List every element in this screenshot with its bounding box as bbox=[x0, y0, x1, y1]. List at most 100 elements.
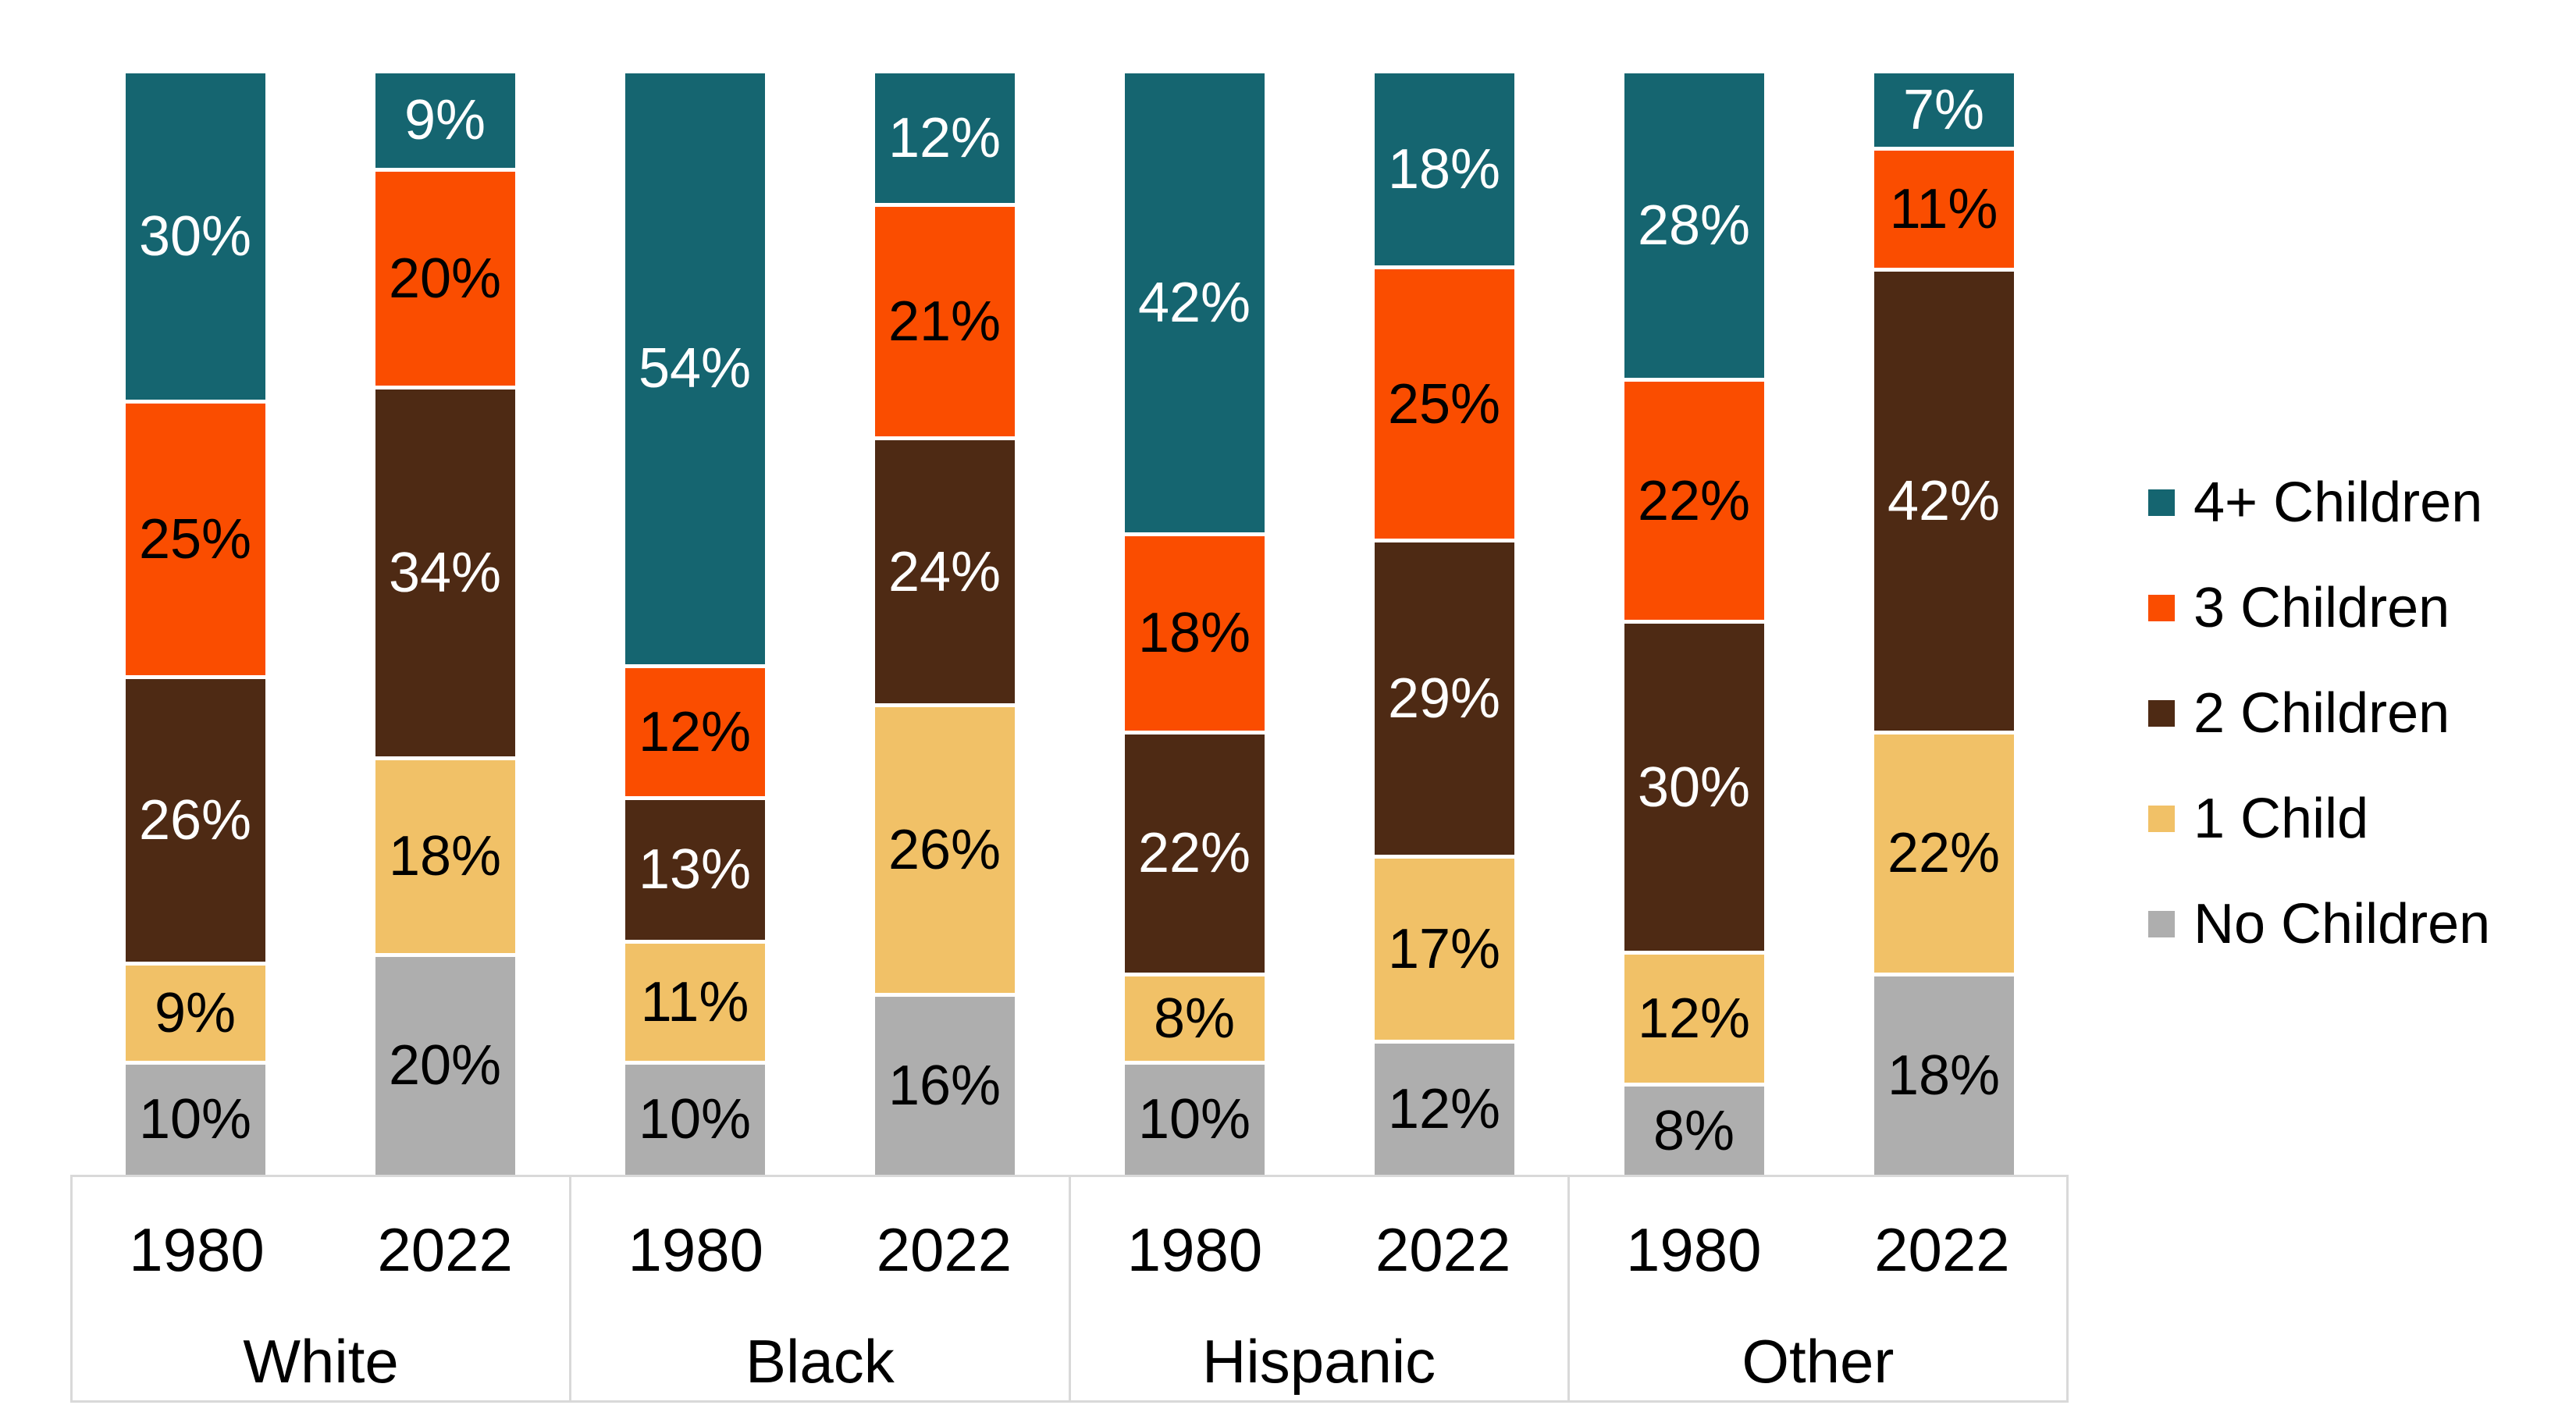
bar-segment-2-children: 29% bbox=[1374, 542, 1514, 859]
segment-label: 12% bbox=[1387, 1078, 1501, 1141]
bar-segment-3-children: 18% bbox=[1124, 535, 1265, 735]
segment-label: 22% bbox=[1887, 822, 2001, 885]
segment-label: 13% bbox=[638, 838, 752, 902]
segment-label: 18% bbox=[1887, 1044, 2001, 1107]
year-row: 1980 2022 bbox=[1570, 1177, 2066, 1322]
year-label: 2022 bbox=[876, 1215, 1012, 1284]
segment-label: 30% bbox=[138, 205, 252, 269]
stacked-bar-white-2022: 9% 20% 34% 18% 20% bbox=[375, 73, 515, 1175]
stacked-bar-hispanic-1980: 42% 18% 22% 8% 10% bbox=[1124, 73, 1265, 1175]
year-label: 1980 bbox=[1626, 1215, 1762, 1284]
bar-slot: 9% 20% 34% 18% 20% bbox=[320, 73, 570, 1175]
legend-item-no-children: No Children bbox=[2148, 888, 2490, 960]
bar-segment-1-child: 9% bbox=[125, 965, 265, 1065]
bar-segment-2-children: 42% bbox=[1873, 271, 2014, 735]
bar-segment-4-children: 12% bbox=[874, 73, 1015, 208]
segment-label: 22% bbox=[1137, 822, 1251, 885]
bar-slot: 30% 25% 26% 9% 10% bbox=[70, 73, 320, 1175]
segment-label: 16% bbox=[888, 1054, 1002, 1117]
bar-slot: 18% 25% 29% 17% 12% bbox=[1319, 73, 1569, 1175]
segment-label: 34% bbox=[388, 542, 502, 605]
segment-label: 30% bbox=[1637, 756, 1751, 819]
bar-segment-3-children: 20% bbox=[375, 171, 515, 390]
year-slot: 1980 bbox=[73, 1177, 321, 1322]
bar-group-black: 54% 12% 13% 11% 10% 12% 21% 24% 26% 16% bbox=[570, 73, 1069, 1175]
bar-slot: 7% 11% 42% 22% 18% bbox=[1819, 73, 2069, 1175]
stacked-bar-other-2022: 7% 11% 42% 22% 18% bbox=[1873, 73, 2014, 1175]
bar-segment-4-children: 30% bbox=[125, 73, 265, 404]
segment-label: 18% bbox=[388, 825, 502, 888]
stacked-bar-hispanic-2022: 18% 25% 29% 17% 12% bbox=[1374, 73, 1514, 1175]
segment-label: 11% bbox=[640, 970, 749, 1033]
bars-row: 30% 25% 26% 9% 10% 9% 20% 34% 18% 20% 54% 12% 13% 11%… bbox=[70, 73, 2069, 1175]
stacked-bar-black-1980: 54% 12% 13% 11% 10% bbox=[624, 73, 765, 1175]
legend-swatch-icon bbox=[2148, 806, 2175, 832]
bar-segment-2-children: 34% bbox=[375, 389, 515, 761]
bar-segment-1-child: 12% bbox=[1624, 954, 1764, 1087]
bar-segment-1-child: 26% bbox=[874, 707, 1015, 997]
bar-slot: 54% 12% 13% 11% 10% bbox=[570, 73, 820, 1175]
bar-segment-no-children: 16% bbox=[874, 996, 1015, 1175]
group-label-row: Other bbox=[1570, 1322, 2066, 1400]
segment-label: 24% bbox=[888, 540, 1002, 603]
bar-segment-1-child: 17% bbox=[1374, 858, 1514, 1044]
segment-label: 10% bbox=[638, 1088, 752, 1151]
year-slot: 2022 bbox=[1319, 1177, 1567, 1322]
bar-segment-no-children: 12% bbox=[1374, 1044, 1514, 1175]
bar-segment-no-children: 10% bbox=[1124, 1064, 1265, 1175]
year-label: 2022 bbox=[377, 1215, 513, 1284]
bar-segment-no-children: 10% bbox=[125, 1064, 265, 1175]
segment-label: 22% bbox=[1637, 469, 1751, 532]
year-slot: 1980 bbox=[571, 1177, 820, 1322]
bar-segment-3-children: 25% bbox=[1374, 269, 1514, 542]
year-label: 2022 bbox=[1874, 1215, 2010, 1284]
bar-segment-1-child: 8% bbox=[1124, 976, 1265, 1065]
bar-group-white: 30% 25% 26% 9% 10% 9% 20% 34% 18% 20% bbox=[70, 73, 570, 1175]
group-label: Other bbox=[1742, 1327, 1895, 1396]
legend-swatch-icon bbox=[2148, 595, 2175, 621]
year-row: 1980 2022 bbox=[73, 1177, 569, 1322]
bar-segment-2-children: 26% bbox=[125, 679, 265, 966]
bar-group-other: 28% 22% 30% 12% 8% 7% 11% 42% 22% 18% bbox=[1569, 73, 2069, 1175]
segment-label: 9% bbox=[404, 89, 486, 152]
year-slot: 1980 bbox=[1570, 1177, 1818, 1322]
group-label-row: Black bbox=[571, 1322, 1068, 1400]
stacked-bar-black-2022: 12% 21% 24% 26% 16% bbox=[874, 73, 1015, 1175]
year-label: 1980 bbox=[129, 1215, 265, 1284]
legend-item-2-children: 2 Children bbox=[2148, 678, 2490, 749]
bar-segment-4-children: 7% bbox=[1873, 73, 2014, 151]
segment-label: 26% bbox=[138, 788, 252, 852]
stacked-bar-white-1980: 30% 25% 26% 9% 10% bbox=[125, 73, 265, 1175]
segment-label: 10% bbox=[138, 1088, 252, 1151]
bar-segment-no-children: 8% bbox=[1624, 1087, 1764, 1175]
legend-label: 4+ Children bbox=[2194, 471, 2483, 534]
bar-segment-4-children: 54% bbox=[624, 73, 765, 668]
year-slot: 2022 bbox=[321, 1177, 569, 1322]
bar-segment-no-children: 18% bbox=[1873, 976, 2014, 1175]
bar-segment-2-children: 30% bbox=[1624, 624, 1764, 955]
segment-label: 20% bbox=[388, 1034, 502, 1097]
segment-label: 26% bbox=[888, 819, 1002, 882]
segment-label: 8% bbox=[1153, 987, 1236, 1050]
segment-label: 20% bbox=[388, 247, 502, 310]
segment-label: 11% bbox=[1889, 177, 1998, 240]
bar-segment-1-child: 11% bbox=[624, 943, 765, 1065]
bar-segment-1-child: 22% bbox=[1873, 734, 2014, 976]
segment-label: 25% bbox=[138, 508, 252, 571]
bar-segment-no-children: 20% bbox=[375, 956, 515, 1175]
legend-item-3-children: 3 Children bbox=[2148, 572, 2490, 644]
legend-swatch-icon bbox=[2148, 700, 2175, 727]
group-label: Hispanic bbox=[1202, 1327, 1436, 1396]
bar-slot: 42% 18% 22% 8% 10% bbox=[1069, 73, 1319, 1175]
legend-label: No Children bbox=[2194, 893, 2491, 955]
year-label: 1980 bbox=[1126, 1215, 1263, 1284]
legend-swatch-icon bbox=[2148, 911, 2175, 937]
year-slot: 2022 bbox=[1818, 1177, 2066, 1322]
stacked-bar-other-1980: 28% 22% 30% 12% 8% bbox=[1624, 73, 1764, 1175]
plot-area: 30% 25% 26% 9% 10% 9% 20% 34% 18% 20% 54% 12% 13% 11%… bbox=[70, 73, 2069, 1403]
legend-label: 3 Children bbox=[2194, 577, 2450, 639]
segment-label: 42% bbox=[1137, 271, 1251, 334]
bar-segment-4-children: 9% bbox=[375, 73, 515, 172]
segment-label: 12% bbox=[1637, 987, 1751, 1050]
bar-slot: 12% 21% 24% 26% 16% bbox=[820, 73, 1069, 1175]
